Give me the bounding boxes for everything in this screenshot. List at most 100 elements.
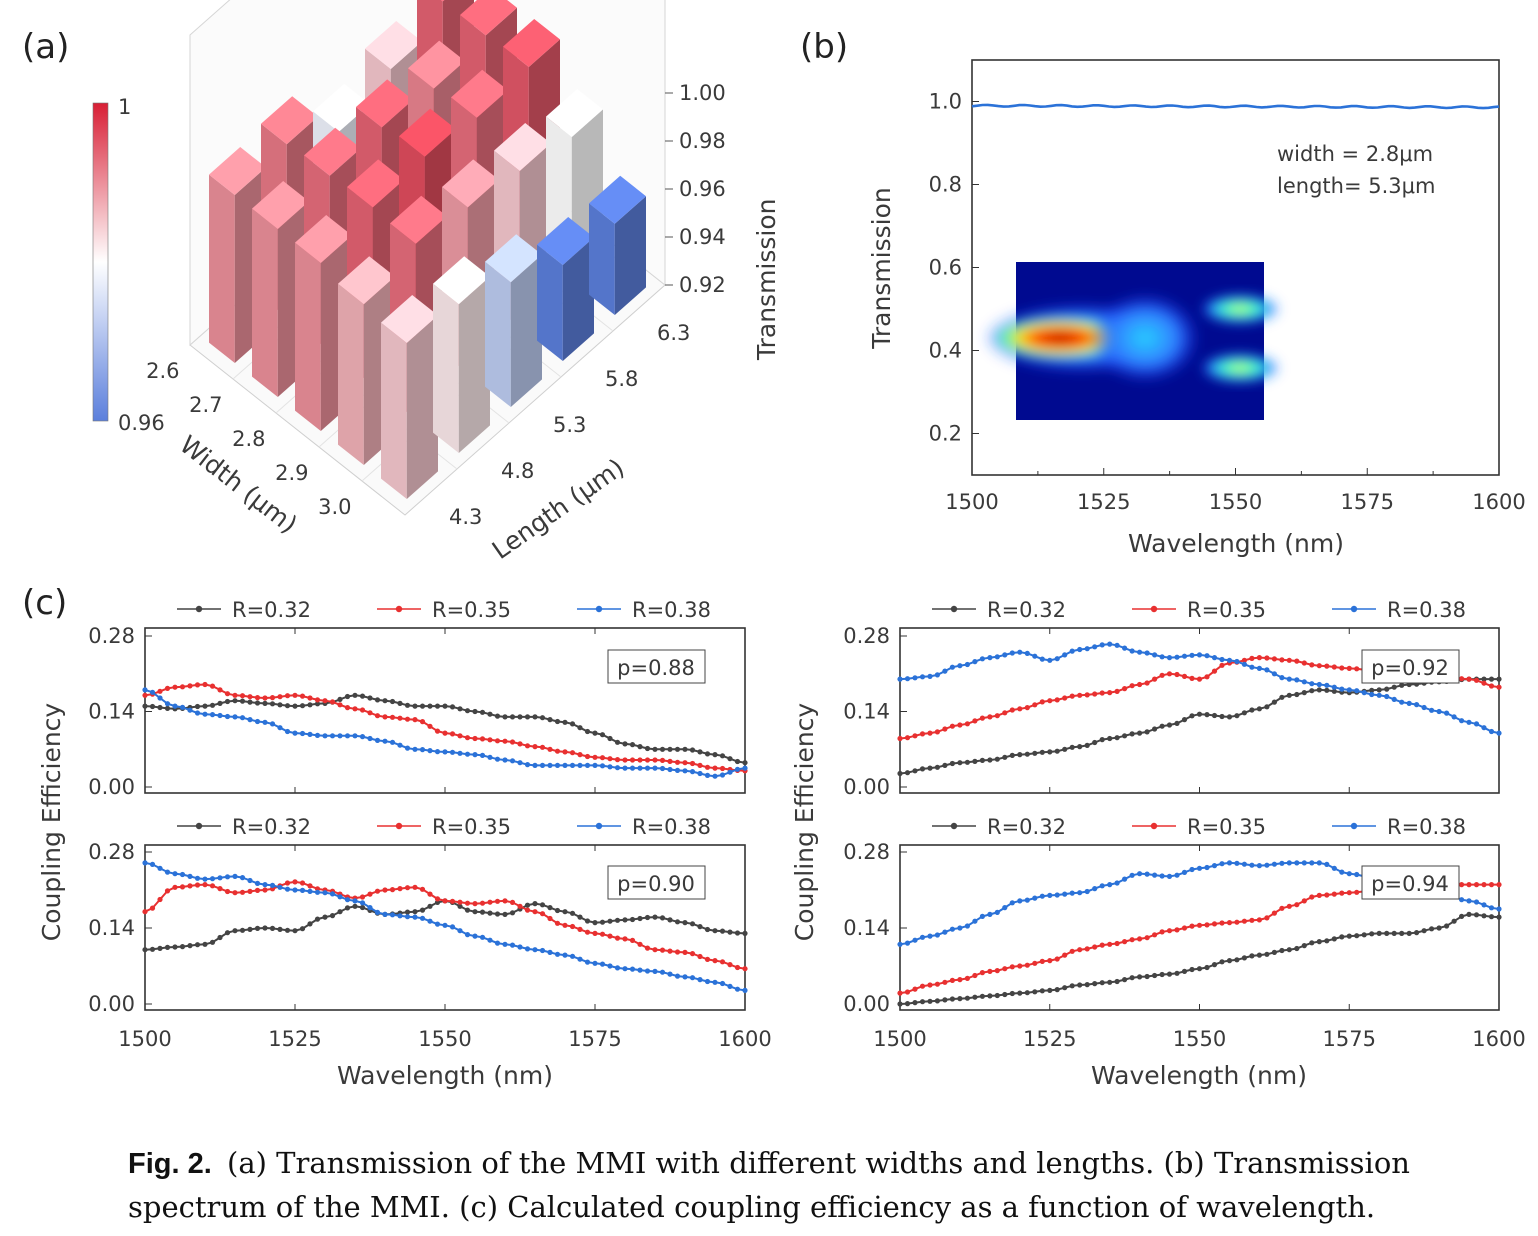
data-point: [1241, 661, 1247, 667]
data-point: [187, 707, 193, 713]
y-tick-label: 0.28: [88, 624, 135, 648]
data-point: [1069, 744, 1075, 750]
data-point: [1331, 664, 1337, 670]
data-point: [1264, 915, 1270, 921]
data-point: [1039, 988, 1045, 994]
y-tick-label-b: 0.2: [929, 422, 962, 446]
data-point: [232, 890, 238, 896]
data-point: [464, 708, 471, 714]
data-point: [479, 752, 486, 759]
data-point: [942, 979, 948, 985]
data-point: [442, 749, 448, 755]
data-point: [164, 888, 171, 894]
data-point: [1114, 940, 1120, 947]
data-point: [1264, 951, 1270, 957]
data-point: [584, 959, 591, 965]
data-point: [1466, 898, 1472, 904]
data-point: [1279, 947, 1285, 954]
data-point: [202, 882, 208, 888]
bar-face-top: [460, 0, 517, 36]
data-point: [1069, 890, 1075, 896]
data-point: [712, 958, 718, 964]
data-point: [509, 739, 516, 745]
data-point: [1399, 682, 1405, 688]
data-point: [517, 903, 523, 909]
data-point: [397, 715, 403, 721]
data-point: [652, 947, 658, 953]
x-tick-label-b: 1550: [1209, 490, 1262, 514]
data-point: [927, 998, 933, 1004]
data-point: [979, 656, 986, 662]
legend-label: R=0.32: [987, 598, 1066, 622]
data-point: [1241, 955, 1247, 961]
data-point: [1309, 860, 1315, 866]
data-point: [1481, 902, 1487, 908]
legend-marker: [395, 822, 403, 830]
data-point: [727, 756, 733, 762]
data-point: [1009, 707, 1015, 713]
x-tick-label-b: 1500: [945, 490, 998, 514]
data-point: [637, 915, 643, 922]
x-tick-label: 1550: [1173, 1027, 1226, 1051]
data-point: [1092, 944, 1098, 950]
data-point: [262, 700, 268, 707]
data-point: [577, 956, 583, 962]
bar-face-top: [442, 159, 499, 208]
data-point: [1286, 860, 1292, 866]
data-point: [1181, 869, 1188, 876]
x-tick-label: 1550: [418, 1027, 471, 1051]
data-point: [742, 765, 748, 771]
data-point: [972, 994, 978, 1000]
data-point: [1346, 933, 1352, 939]
data-point: [1092, 691, 1098, 697]
bar-face-top: [365, 21, 422, 69]
data-point: [1211, 962, 1218, 968]
data-point: [487, 754, 493, 760]
bar-face-left: [252, 208, 278, 397]
data-point: [1346, 665, 1352, 672]
data-point: [949, 664, 956, 670]
data-point: [239, 927, 246, 933]
data-point: [964, 661, 971, 668]
data-point: [689, 951, 696, 957]
data-point: [239, 693, 246, 699]
data-point: [367, 905, 373, 911]
bar-face-top: [537, 217, 594, 265]
data-point: [539, 911, 546, 917]
data-point: [1459, 718, 1465, 724]
data-point: [307, 921, 313, 927]
bar-face-right: [510, 254, 542, 407]
data-point: [987, 757, 993, 763]
data-point: [1376, 692, 1382, 698]
data-point: [577, 914, 583, 920]
panel-label-b: (b): [800, 27, 848, 67]
data-point: [1346, 871, 1352, 877]
data-point: [1159, 672, 1165, 678]
legend-marker: [1150, 822, 1158, 830]
data-point: [374, 713, 381, 719]
data-point: [1017, 649, 1023, 655]
x-tick-label: 1525: [268, 1027, 321, 1051]
data-point: [517, 944, 523, 950]
bar-face-left: [433, 283, 459, 453]
data-point: [667, 758, 673, 765]
data-point: [659, 969, 666, 975]
data-point: [1496, 730, 1502, 736]
legend-marker: [195, 822, 203, 830]
data-point: [734, 758, 741, 765]
data-point: [719, 959, 726, 965]
data-point: [247, 694, 253, 700]
data-point: [979, 993, 986, 999]
data-point: [412, 914, 418, 920]
data-point: [622, 917, 628, 923]
data-point: [172, 684, 178, 690]
y-tick-label: 0.28: [843, 840, 890, 864]
legend-label: R=0.35: [1187, 598, 1266, 622]
data-point: [1077, 692, 1083, 698]
data-point: [897, 990, 903, 996]
data-point: [957, 977, 963, 983]
data-point: [1107, 641, 1113, 647]
data-point: [1241, 861, 1247, 867]
data-point: [897, 1001, 903, 1007]
legend-label: R=0.32: [987, 815, 1066, 839]
